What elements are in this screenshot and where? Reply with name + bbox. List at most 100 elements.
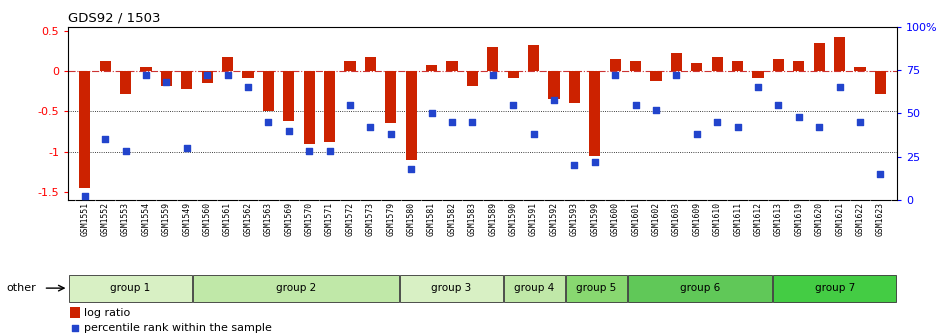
Point	[587, 159, 602, 165]
Text: GSM1561: GSM1561	[223, 202, 232, 236]
Point	[811, 125, 826, 130]
Text: GDS92 / 1503: GDS92 / 1503	[68, 11, 161, 24]
Point	[424, 111, 439, 116]
Point	[649, 107, 664, 113]
Text: GSM1611: GSM1611	[733, 202, 742, 236]
Point	[159, 80, 174, 85]
Bar	[752, 71, 764, 78]
Bar	[100, 61, 111, 71]
Text: GSM1609: GSM1609	[693, 202, 701, 236]
Bar	[365, 57, 376, 71]
Point	[118, 149, 133, 154]
Text: group 1: group 1	[110, 283, 151, 293]
Text: GSM1570: GSM1570	[305, 202, 314, 236]
Text: log ratio: log ratio	[85, 308, 130, 318]
Text: group 5: group 5	[577, 283, 617, 293]
FancyBboxPatch shape	[628, 275, 772, 301]
Point	[322, 149, 337, 154]
Point	[281, 128, 296, 133]
Point	[220, 73, 236, 78]
Text: GSM1593: GSM1593	[570, 202, 579, 236]
Text: GSM1613: GSM1613	[774, 202, 783, 236]
Text: GSM1619: GSM1619	[794, 202, 804, 236]
FancyBboxPatch shape	[69, 275, 192, 301]
Text: other: other	[7, 283, 36, 293]
Point	[710, 119, 725, 125]
Text: GSM1571: GSM1571	[325, 202, 334, 236]
Bar	[712, 57, 723, 71]
Bar	[201, 71, 213, 83]
FancyBboxPatch shape	[566, 275, 627, 301]
Point	[139, 73, 154, 78]
Text: GSM1551: GSM1551	[80, 202, 89, 236]
Text: GSM1562: GSM1562	[243, 202, 253, 236]
Text: GSM1582: GSM1582	[447, 202, 457, 236]
Bar	[120, 71, 131, 94]
Text: GSM1560: GSM1560	[202, 202, 212, 236]
Text: GSM1573: GSM1573	[366, 202, 375, 236]
Text: GSM1591: GSM1591	[529, 202, 538, 236]
Point	[77, 194, 92, 199]
Bar	[773, 59, 784, 71]
Point	[690, 131, 705, 137]
Text: GSM1622: GSM1622	[856, 202, 864, 236]
Point	[363, 125, 378, 130]
Point	[770, 102, 786, 108]
Point	[628, 102, 643, 108]
Bar	[548, 71, 560, 99]
Point	[445, 119, 460, 125]
Bar	[466, 71, 478, 86]
Text: GSM1583: GSM1583	[468, 202, 477, 236]
Point	[791, 114, 807, 120]
Bar	[487, 47, 499, 71]
Text: GSM1621: GSM1621	[835, 202, 845, 236]
Text: group 6: group 6	[680, 283, 720, 293]
Bar	[507, 71, 519, 78]
Bar	[854, 67, 865, 71]
Bar	[813, 43, 825, 71]
Bar	[324, 71, 335, 142]
Text: GSM1553: GSM1553	[121, 202, 130, 236]
Text: GSM1620: GSM1620	[815, 202, 824, 236]
Text: GSM1572: GSM1572	[346, 202, 354, 236]
Text: GSM1602: GSM1602	[652, 202, 660, 236]
Point	[852, 119, 867, 125]
Bar	[692, 63, 702, 71]
Bar	[344, 61, 355, 71]
Bar	[528, 45, 540, 71]
Point	[200, 73, 215, 78]
Point	[730, 125, 745, 130]
Text: GSM1580: GSM1580	[407, 202, 416, 236]
Text: group 7: group 7	[814, 283, 855, 293]
FancyBboxPatch shape	[400, 275, 503, 301]
Point	[873, 171, 888, 177]
Text: GSM1612: GSM1612	[753, 202, 763, 236]
Point	[180, 145, 195, 151]
Bar	[875, 71, 886, 94]
Point	[567, 163, 582, 168]
Bar	[161, 71, 172, 86]
Point	[526, 131, 542, 137]
Point	[404, 166, 419, 171]
Text: GSM1579: GSM1579	[387, 202, 395, 236]
Bar	[79, 71, 90, 188]
Text: GSM1600: GSM1600	[611, 202, 619, 236]
Text: GSM1601: GSM1601	[631, 202, 640, 236]
Bar	[569, 71, 580, 103]
Bar	[406, 71, 417, 160]
Text: GSM1569: GSM1569	[284, 202, 294, 236]
Bar	[630, 61, 641, 71]
Point	[260, 119, 276, 125]
Text: GSM1610: GSM1610	[712, 202, 722, 236]
Text: group 3: group 3	[431, 283, 471, 293]
Bar	[834, 37, 846, 71]
Point	[750, 85, 766, 90]
Point	[505, 102, 521, 108]
Bar	[385, 71, 396, 123]
Text: GSM1549: GSM1549	[182, 202, 191, 236]
Point	[383, 131, 398, 137]
Point	[669, 73, 684, 78]
FancyBboxPatch shape	[193, 275, 399, 301]
Bar	[242, 71, 254, 78]
Point	[240, 85, 256, 90]
